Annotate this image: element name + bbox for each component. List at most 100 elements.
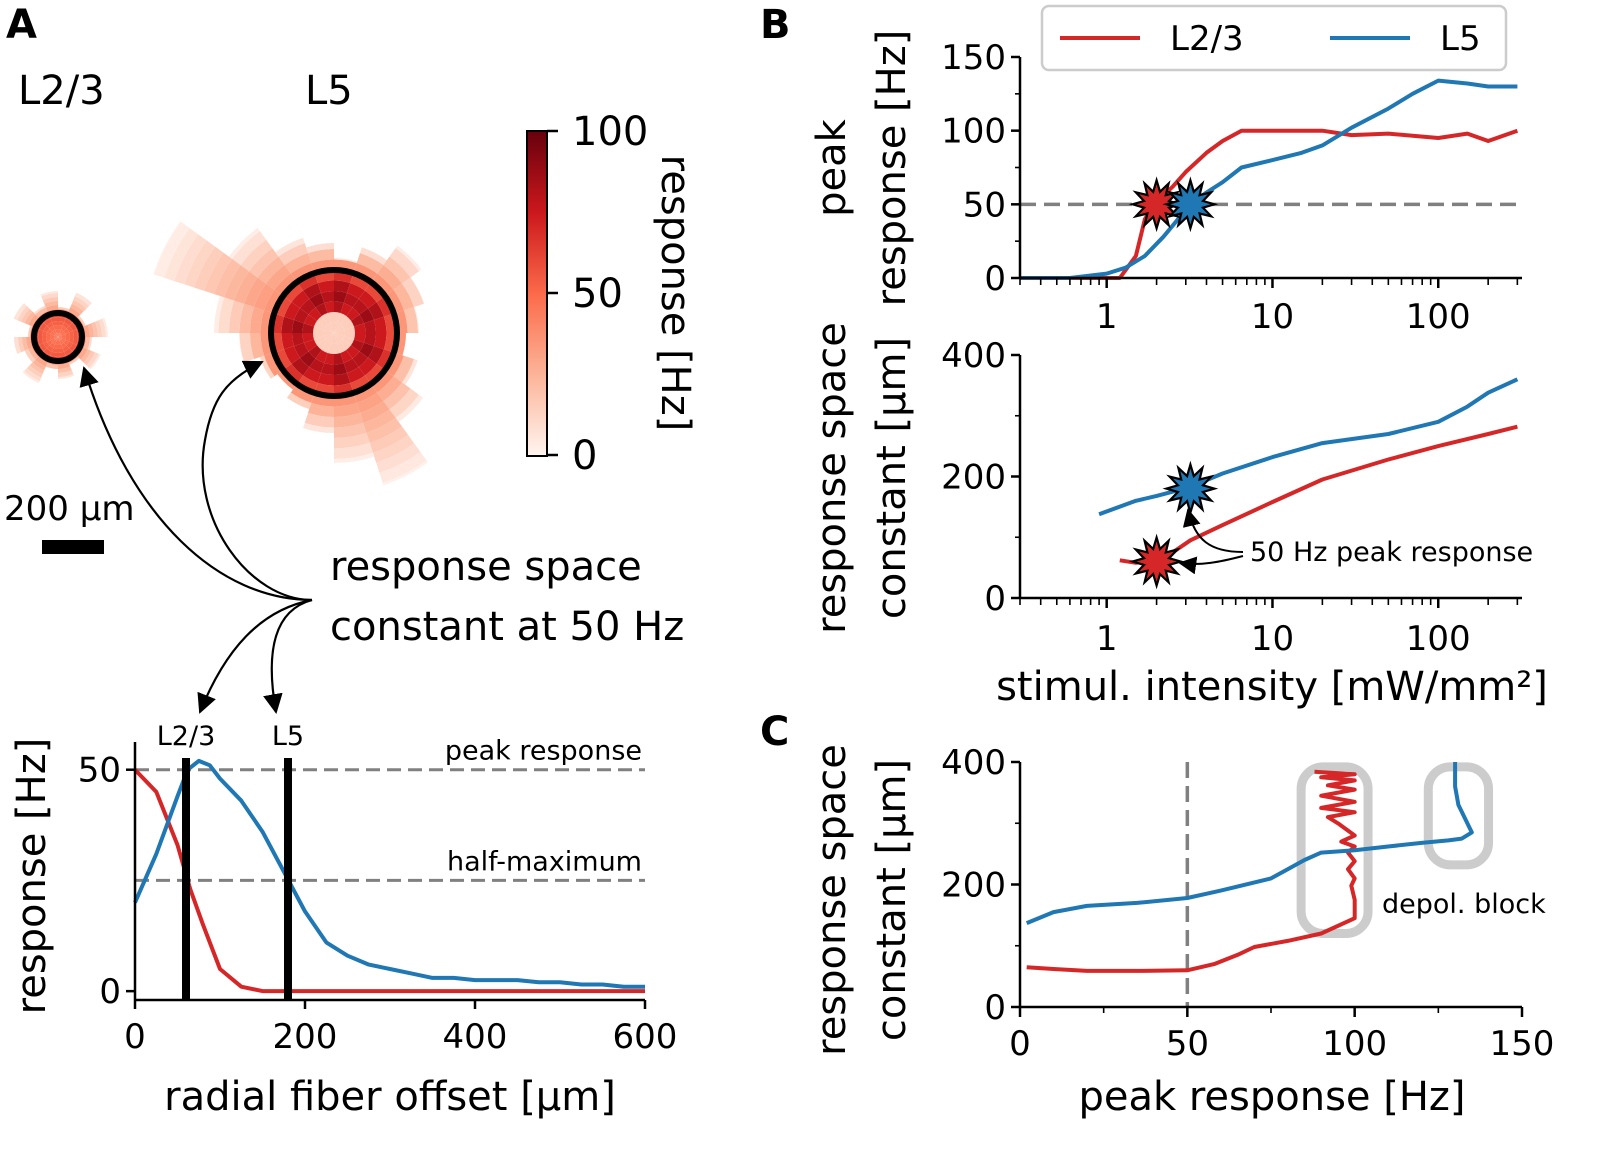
map-cell: [22, 370, 40, 384]
y-tick-label: 400: [941, 336, 1006, 376]
map-cell: [58, 370, 74, 378]
chart-radial-offset: peak response half-maximum L2/3 L5 0 200 400 60…: [9, 721, 677, 1120]
map-cell: [376, 296, 394, 317]
map-cell: [297, 375, 318, 393]
map-cell: [376, 349, 394, 370]
map-cell: [50, 331, 56, 336]
map-cell: [344, 326, 356, 333]
map-cell: [346, 307, 360, 321]
map-cell: [46, 345, 54, 352]
map-cell: [334, 326, 344, 333]
map-cell: [62, 322, 70, 329]
map-cell: [43, 325, 50, 333]
panel-label-b: B: [760, 2, 791, 48]
colorbar-tick-label: 0: [572, 433, 597, 479]
annotation-label: depol. block: [1382, 889, 1546, 920]
map-cell: [58, 334, 62, 337]
map-cell: [330, 322, 334, 333]
map-cell: [204, 252, 233, 295]
series-line-L5: [1020, 78, 1518, 280]
map-cell: [257, 256, 285, 284]
map-cell: [228, 227, 260, 259]
map-cell: [383, 256, 411, 284]
map-cell: [58, 335, 62, 337]
panel-label-c: C: [760, 709, 789, 755]
map-cell: [239, 303, 255, 333]
map-cell: [343, 293, 359, 308]
map-cell: [359, 308, 374, 324]
map-cell: [61, 333, 67, 337]
map-cell: [304, 412, 334, 428]
annotation-arrow: [1182, 508, 1244, 553]
map-cell: [58, 328, 62, 334]
map-cell: [39, 322, 47, 331]
map-cell: [66, 341, 73, 349]
map-cell: [58, 348, 65, 353]
map-cell: [368, 302, 384, 320]
map-cell: [87, 337, 92, 350]
series-line-L2/3: [1020, 128, 1519, 280]
map-cell: [275, 237, 305, 257]
y-axis-label-line-1: response space: [809, 322, 855, 634]
map-cell: [54, 340, 58, 346]
map-cell: [61, 325, 67, 332]
map-cell: [303, 283, 321, 299]
legend-label-l23: L2/3: [1170, 19, 1244, 59]
map-cell: [184, 240, 216, 288]
map-cell: [58, 321, 65, 326]
map-cell: [389, 248, 419, 278]
space-constant-circle: [31, 310, 85, 364]
y-axis-label-line-2: constant [µm]: [869, 337, 915, 619]
map-cell: [153, 221, 182, 275]
map-cell: [73, 296, 90, 309]
x-tick-label: 400: [443, 1017, 508, 1057]
map-cell: [354, 323, 366, 333]
map-cell: [334, 258, 358, 264]
map-cell: [410, 277, 425, 304]
map-cell: [69, 322, 77, 331]
map-cell: [45, 332, 51, 337]
legend-label-l5: L5: [1440, 19, 1481, 59]
map-cell: [41, 330, 47, 337]
map-cell: [324, 333, 334, 340]
map-cell: [24, 311, 36, 325]
map-cell: [334, 333, 344, 340]
map-cell: [358, 290, 377, 309]
map-cell: [87, 323, 95, 337]
map-cell: [360, 401, 390, 423]
map-cell: [314, 336, 326, 346]
map-cell: [49, 333, 55, 337]
map-cell: [49, 325, 55, 332]
map-cell: [324, 301, 334, 313]
series-line-L2/3: [133, 768, 645, 994]
map-cell: [72, 337, 79, 345]
colorbar: [526, 130, 548, 457]
map-cell: [58, 362, 71, 370]
map-cell: [55, 333, 58, 337]
x-tick-label: 200: [273, 1017, 338, 1057]
map-cell: [351, 314, 364, 327]
map-cell: [383, 382, 411, 410]
map-cell: [58, 340, 62, 346]
map-cell: [69, 330, 75, 337]
map-cell: [364, 363, 385, 384]
map-cell: [58, 351, 66, 358]
map-cell: [58, 333, 61, 337]
map-cell: [83, 350, 95, 366]
map-cell: [62, 345, 70, 352]
chart-space-constant-vs-intensity: 50 Hz peak response 1 10 100 0 200 400 stimul. …: [809, 322, 1548, 710]
map-cell: [244, 277, 266, 307]
map-cell: [283, 282, 304, 303]
colorbar-tick-label: 100: [572, 109, 648, 155]
map-cell: [321, 363, 334, 375]
map-cell: [51, 321, 58, 326]
map-cell: [334, 353, 344, 365]
map-cell: [37, 329, 44, 337]
map-cell: [58, 344, 63, 350]
map-cell: [58, 337, 62, 340]
scale-bar-label: 200 µm: [4, 489, 134, 529]
map-cell: [393, 283, 414, 311]
map-cell: [70, 303, 84, 315]
y-tick-label: 0: [99, 972, 121, 1012]
map-cell: [393, 355, 414, 383]
